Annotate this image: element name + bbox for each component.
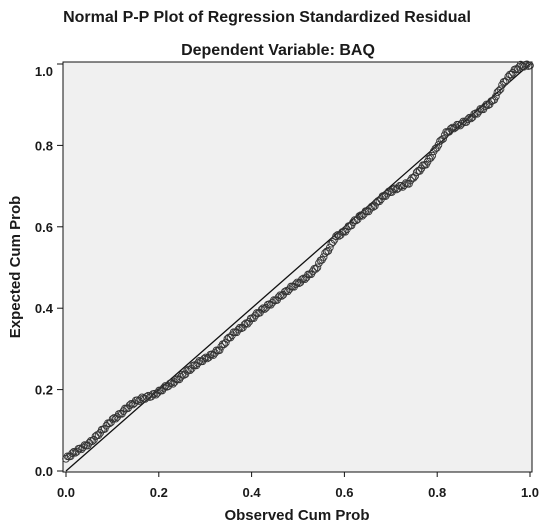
y-tick-label: 0.8	[35, 138, 53, 153]
data-point	[125, 401, 134, 410]
chart-title: Normal P-P Plot of Regression Standardiz…	[63, 9, 471, 26]
y-tick-label: 0.0	[35, 464, 53, 479]
data-point	[426, 154, 435, 162]
x-tick-label: 0.2	[150, 485, 168, 500]
y-tick-label: 0.6	[35, 220, 53, 235]
x-tick-label: 0.8	[428, 485, 446, 500]
y-tick-label: 1.0	[35, 64, 53, 79]
x-tick-label: 0.0	[57, 485, 75, 500]
y-tick-label: 0.4	[35, 301, 54, 316]
data-point	[355, 212, 364, 221]
data-point	[313, 263, 322, 272]
data-point	[502, 76, 511, 85]
data-point	[159, 384, 168, 392]
data-point	[280, 287, 289, 296]
data-point	[240, 320, 249, 329]
data-point	[200, 354, 208, 363]
x-axis-ticks: 0.0 0.2 0.4 0.6 0.8 1.0	[57, 472, 539, 500]
data-point	[447, 124, 455, 133]
data-point	[496, 85, 505, 94]
data-point	[428, 151, 437, 160]
data-point	[439, 135, 447, 143]
x-tick-label: 0.6	[335, 485, 353, 500]
data-point	[215, 346, 224, 354]
data-point	[68, 449, 77, 458]
data-point	[257, 305, 266, 314]
data-point	[464, 115, 472, 124]
chart-subtitle: Dependent Variable: BAQ	[181, 42, 375, 59]
data-point	[142, 392, 151, 401]
y-axis-label: Expected Cum Prob	[7, 196, 24, 339]
data-point	[291, 280, 300, 289]
data-point	[329, 238, 337, 246]
y-tick-label: 0.2	[35, 383, 53, 398]
data-point	[108, 415, 117, 423]
data-point	[495, 86, 503, 95]
data-point	[470, 110, 478, 118]
y-axis-ticks: 0.0 0.2 0.4 0.6 0.8 1.0	[35, 63, 63, 479]
data-point	[332, 232, 340, 241]
data-point	[201, 353, 210, 362]
x-tick-label: 0.4	[243, 485, 262, 500]
data-point	[183, 367, 191, 375]
data-point	[389, 185, 398, 194]
x-tick-label: 1.0	[521, 485, 539, 500]
data-point	[526, 61, 534, 70]
data-point	[312, 265, 320, 273]
residual-points	[62, 60, 534, 463]
data-point	[298, 275, 306, 284]
x-axis-label: Observed Cum Prob	[224, 507, 369, 524]
data-point	[492, 92, 500, 101]
